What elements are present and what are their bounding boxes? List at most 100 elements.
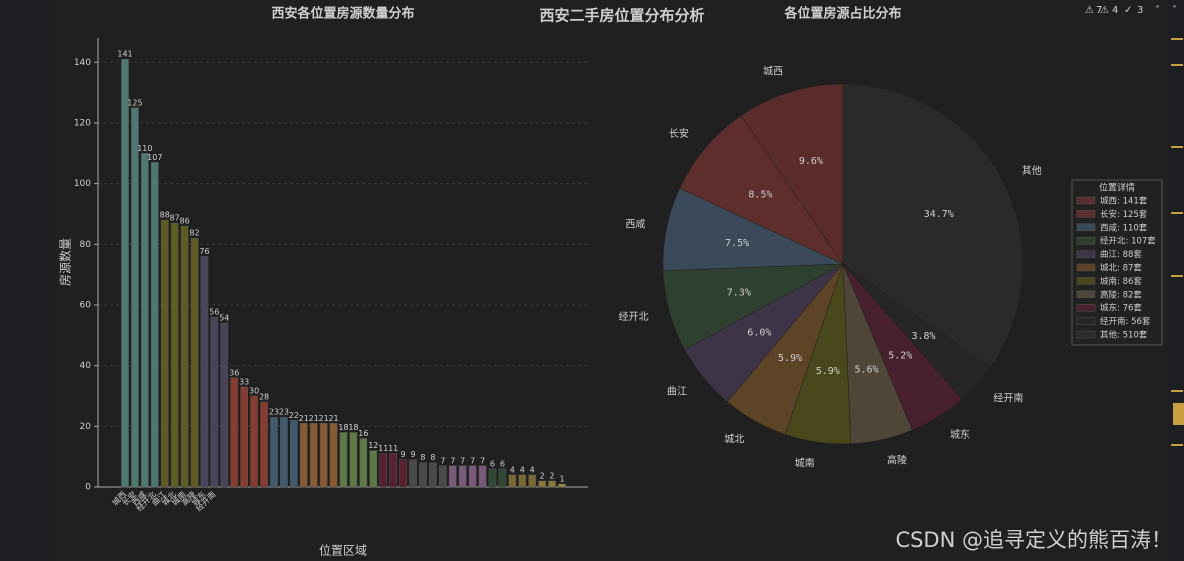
bar — [339, 432, 348, 488]
y-tick-label: 80 — [80, 240, 92, 250]
value-label: 7 — [450, 456, 455, 465]
legend-entry: 经开南: 56套 — [1100, 316, 1151, 327]
bar — [250, 395, 258, 488]
legend-swatch — [1076, 263, 1096, 272]
pie-slice — [740, 83, 844, 265]
legend-swatch — [1076, 236, 1096, 245]
bar — [429, 462, 437, 488]
legend-swatch — [1076, 303, 1096, 312]
legend-swatch — [1076, 290, 1096, 299]
bar — [379, 453, 388, 488]
warning-icon[interactable]: ⚠ — [1085, 5, 1094, 16]
legend-entry: 长安: 125套 — [1100, 209, 1148, 220]
pie-title: 各位置房源占比分布 — [783, 6, 901, 22]
bar — [220, 322, 229, 488]
weak-warning-icon[interactable]: ⚠ — [1100, 5, 1109, 16]
y-tick-label: 140 — [74, 58, 91, 68]
slice-label: 高陵 — [887, 454, 907, 467]
slice-label: 经开北 — [619, 310, 649, 323]
percent-label: 5.6% — [855, 364, 879, 375]
bar — [488, 468, 497, 488]
percent-label: 9.6% — [799, 156, 823, 167]
slice-label: 城东 — [950, 428, 970, 441]
bar — [280, 416, 288, 488]
slice-label: 城南 — [795, 457, 815, 470]
bar — [180, 225, 189, 488]
y-tick-label: 20 — [80, 422, 92, 432]
legend-swatch — [1076, 223, 1096, 232]
y-tick-label: 40 — [80, 361, 92, 371]
value-label: 76 — [199, 247, 209, 256]
bar — [409, 459, 417, 488]
value-label: 4 — [530, 465, 535, 474]
value-label: 30 — [249, 386, 259, 395]
value-label: 22 — [289, 411, 299, 420]
bar — [548, 480, 556, 488]
value-label: 9 — [410, 450, 415, 459]
weak-warning-count[interactable]: 4 — [1112, 5, 1118, 16]
bar — [468, 465, 477, 488]
value-label: 4 — [520, 465, 525, 474]
legend-swatch — [1076, 277, 1096, 285]
x-axis-label: 位置区域 — [319, 543, 367, 558]
percent-label: 5.9% — [778, 353, 802, 364]
slice-label: 西咸 — [625, 218, 645, 230]
bar — [508, 474, 517, 488]
value-label: 12 — [368, 441, 378, 450]
bar — [478, 465, 487, 488]
value-label: 23 — [269, 408, 279, 417]
bar — [200, 256, 209, 488]
value-label: 33 — [239, 377, 249, 386]
value-label: 11 — [378, 444, 388, 453]
legend-swatch — [1076, 196, 1096, 205]
value-label: 18 — [348, 423, 358, 432]
bar — [369, 450, 378, 488]
slice-label: 长安 — [669, 127, 689, 140]
legend-entry: 城北: 87套 — [1100, 263, 1142, 274]
value-label: 16 — [358, 429, 368, 438]
check-count[interactable]: 3 — [1137, 5, 1143, 16]
bar-title: 西安各位置房源数量分布 — [271, 6, 414, 22]
bar — [131, 107, 139, 488]
bar — [230, 377, 239, 488]
legend-entry: 曲江: 88套 — [1100, 249, 1142, 260]
value-label: 9 — [401, 450, 406, 459]
value-label: 8 — [420, 453, 425, 462]
bar — [309, 423, 318, 488]
marker — [1173, 403, 1184, 425]
value-label: 11 — [388, 444, 398, 453]
value-label: 21 — [309, 414, 319, 423]
warning-count[interactable]: 7 — [1096, 5, 1102, 16]
value-label: 7 — [480, 456, 485, 465]
value-label: 6 — [500, 459, 505, 468]
value-label: 23 — [279, 408, 289, 417]
value-label: 8 — [430, 453, 435, 462]
percent-label: 5.9% — [816, 366, 840, 377]
prev-button[interactable]: ˄ — [1155, 4, 1160, 16]
legend-swatch — [1076, 250, 1096, 258]
value-label: 7 — [470, 456, 475, 465]
legend-entry: 城西: 141套 — [1100, 196, 1148, 207]
value-label: 2 — [550, 471, 555, 480]
next-button[interactable]: ˅ — [1172, 4, 1177, 16]
value-label: 7 — [440, 456, 445, 465]
legend-entry: 经开北: 107套 — [1100, 236, 1156, 247]
slice-label: 城北 — [724, 434, 744, 446]
scrollbar-marks — [1171, 38, 1184, 446]
bar — [349, 432, 358, 488]
bar — [419, 462, 427, 488]
watermark: CSDN @追寻定义的熊百涛！ — [895, 528, 1172, 552]
legend-swatch — [1076, 317, 1096, 325]
bar — [260, 401, 268, 488]
bar — [558, 483, 566, 488]
legend-entry: 城南: 86套 — [1100, 276, 1142, 287]
value-label: 21 — [319, 414, 329, 423]
y-tick-label: 100 — [74, 179, 91, 189]
value-label: 21 — [328, 414, 338, 423]
bar — [319, 423, 328, 488]
check-icon[interactable]: ✓ — [1124, 5, 1132, 16]
bar — [458, 465, 467, 488]
marker — [1171, 212, 1183, 214]
percent-label: 6.0% — [747, 327, 771, 338]
